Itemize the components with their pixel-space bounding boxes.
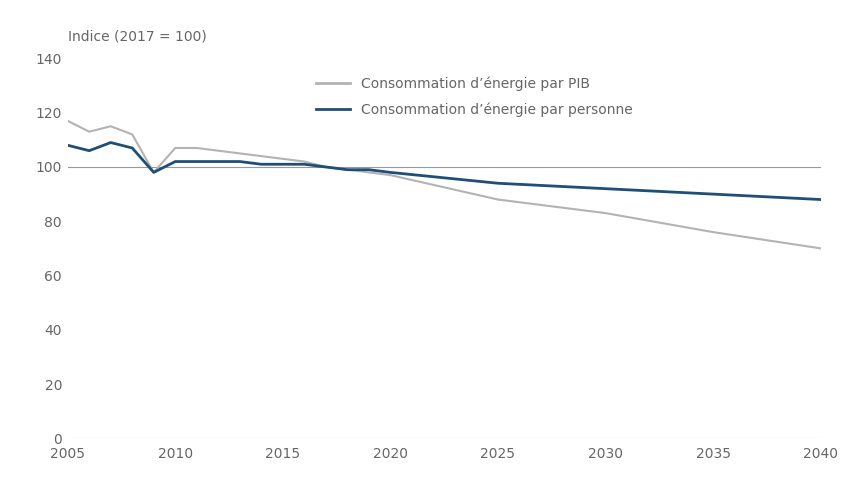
Consommation d’énergie par PIB: [299, 159, 310, 165]
Consommation d’énergie par personne: [299, 161, 310, 167]
Consommation d’énergie par personne: [493, 180, 503, 186]
Consommation d’énergie par PIB: [256, 153, 266, 159]
Consommation d’énergie par personne: [364, 167, 374, 172]
Consommation d’énergie par PIB: [816, 245, 826, 251]
Consommation d’énergie par PIB: [84, 129, 94, 134]
Consommation d’énergie par personne: [84, 148, 94, 153]
Consommation d’énergie par PIB: [149, 169, 159, 175]
Consommation d’énergie par PIB: [601, 210, 611, 216]
Legend: Consommation d’énergie par PIB, Consommation d’énergie par personne: Consommation d’énergie par PIB, Consomma…: [316, 77, 633, 117]
Line: Consommation d’énergie par PIB: Consommation d’énergie par PIB: [68, 121, 821, 248]
Consommation d’énergie par personne: [234, 159, 244, 165]
Consommation d’énergie par personne: [321, 164, 331, 170]
Consommation d’énergie par PIB: [106, 123, 116, 129]
Text: Indice (2017 = 100): Indice (2017 = 100): [68, 29, 206, 43]
Consommation d’énergie par PIB: [343, 167, 353, 172]
Consommation d’énergie par PIB: [277, 156, 288, 162]
Consommation d’énergie par personne: [385, 169, 395, 175]
Consommation d’énergie par PIB: [170, 145, 180, 151]
Consommation d’énergie par PIB: [321, 164, 331, 170]
Consommation d’énergie par PIB: [234, 150, 244, 156]
Consommation d’énergie par personne: [256, 161, 266, 167]
Consommation d’énergie par personne: [816, 197, 826, 203]
Consommation d’énergie par personne: [63, 142, 73, 148]
Consommation d’énergie par PIB: [364, 169, 374, 175]
Consommation d’énergie par PIB: [192, 145, 202, 151]
Consommation d’énergie par personne: [149, 169, 159, 175]
Consommation d’énergie par personne: [192, 159, 202, 165]
Consommation d’énergie par personne: [277, 161, 288, 167]
Consommation d’énergie par PIB: [708, 229, 718, 235]
Consommation d’énergie par personne: [708, 191, 718, 197]
Consommation d’énergie par PIB: [493, 197, 503, 203]
Consommation d’énergie par PIB: [213, 148, 223, 153]
Consommation d’énergie par personne: [106, 140, 116, 146]
Consommation d’énergie par personne: [343, 167, 353, 172]
Consommation d’énergie par personne: [127, 145, 137, 151]
Consommation d’énergie par PIB: [127, 131, 137, 137]
Line: Consommation d’énergie par personne: Consommation d’énergie par personne: [68, 143, 821, 200]
Consommation d’énergie par PIB: [385, 172, 395, 178]
Consommation d’énergie par personne: [213, 159, 223, 165]
Consommation d’énergie par personne: [601, 186, 611, 191]
Consommation d’énergie par personne: [170, 159, 180, 165]
Consommation d’énergie par PIB: [63, 118, 73, 124]
